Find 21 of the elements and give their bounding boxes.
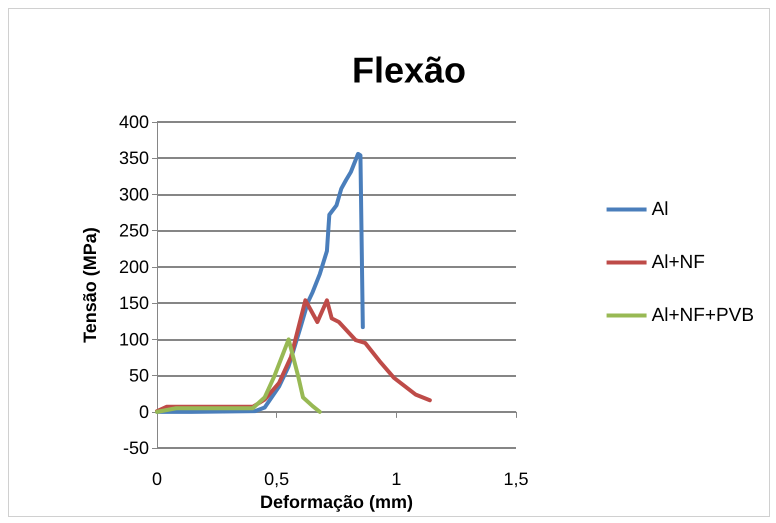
legend-label: Al+NF [652, 252, 705, 273]
y-tick-label: 350 [118, 148, 149, 168]
y-tick-label: 50 [128, 366, 149, 386]
x-tick-label: 1,5 [503, 469, 529, 490]
y-tick-label: -50 [122, 438, 149, 458]
y-tick-label: 150 [118, 293, 149, 314]
y-tick-label: 400 [118, 112, 149, 132]
y-tick-label: 250 [118, 220, 149, 241]
legend-label: Al+NF+PVB [652, 305, 754, 326]
line-series [155, 337, 322, 414]
y-tick-label: 300 [118, 184, 149, 204]
y-axis-title: Tensão (MPa) [80, 227, 100, 343]
x-tick-label: 0,5 [264, 469, 290, 490]
y-tick-label: 200 [118, 256, 149, 277]
y-tick-label: 0 [138, 402, 149, 422]
x-tick-label: 1 [391, 469, 402, 490]
legend-label: Al [652, 199, 668, 220]
x-tick-label: 0 [152, 469, 162, 490]
chart-title: Flexão [352, 50, 466, 90]
y-tick-label: 100 [118, 329, 149, 350]
x-axis-title: Deformação (mm) [260, 492, 414, 512]
